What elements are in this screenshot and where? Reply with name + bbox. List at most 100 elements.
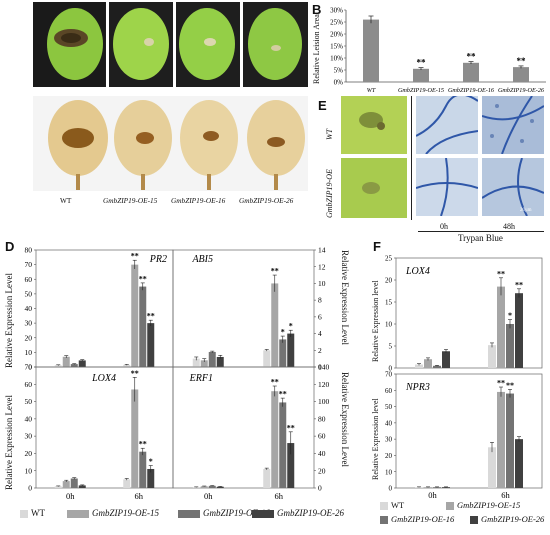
tick-label: 8 bbox=[318, 296, 322, 305]
tick-label: 6 bbox=[318, 312, 322, 321]
e-row-label-oe: GmbZIP19-OE bbox=[325, 169, 334, 218]
bar-d-abi5 bbox=[279, 339, 287, 367]
significance-mark: ** bbox=[147, 312, 155, 321]
e-oe-leaf-photo bbox=[341, 158, 407, 218]
b-category-label: GmbZIP19-OE-15 bbox=[398, 87, 444, 94]
tick-label: 20 bbox=[385, 277, 393, 285]
tick-label: 30 bbox=[25, 432, 33, 441]
b-tick-label: 5% bbox=[334, 67, 344, 75]
b-tick-label: 30% bbox=[330, 7, 343, 15]
category-label: 6h bbox=[275, 491, 284, 501]
b-tick-label: 15% bbox=[330, 43, 343, 51]
panel-a-leaves-photo bbox=[33, 2, 308, 87]
plot-frame bbox=[395, 257, 543, 369]
bar-f-lox4 bbox=[424, 359, 432, 368]
bar-f-npr3 bbox=[415, 487, 423, 488]
bar-d-abi5 bbox=[263, 350, 271, 367]
legend-d-label-wt: WT bbox=[31, 508, 45, 518]
bar-d-pr2 bbox=[62, 356, 70, 367]
significance-mark: ** bbox=[497, 269, 505, 278]
bar-d-pr2 bbox=[70, 364, 78, 367]
bar-f-npr3 bbox=[488, 447, 496, 488]
bar-d-erf1 bbox=[271, 391, 279, 488]
legend-f: WT GmbZIP19-OE-15 GmbZIP19-OE-16 GmbZIP1… bbox=[378, 500, 550, 534]
c-caption-oe26: GmbZIP19-OE-26 bbox=[239, 196, 294, 205]
e-col-label-0h: 0h bbox=[440, 222, 448, 231]
bar-d-lox4 bbox=[78, 485, 86, 488]
tick-label: 120 bbox=[318, 380, 330, 389]
panel-e-letter: E bbox=[318, 98, 327, 113]
tick-label: 20 bbox=[25, 449, 33, 458]
e-trypan-blue-label: Trypan Blue bbox=[458, 233, 503, 243]
tick-label: 4 bbox=[318, 329, 322, 338]
tick-label: 10 bbox=[318, 279, 326, 288]
bar-d-lox4 bbox=[123, 479, 131, 488]
tick-label: 0 bbox=[389, 485, 393, 493]
significance-mark: ** bbox=[271, 378, 279, 387]
tick-label: 40 bbox=[385, 419, 393, 427]
gene-label: LOX4 bbox=[91, 373, 116, 384]
legend-f-swatch-oe26 bbox=[470, 516, 478, 524]
f-y-axis-label-bottom: Relative Expression level bbox=[371, 398, 380, 480]
tick-label: 60 bbox=[318, 432, 326, 441]
gene-label: PR2 bbox=[149, 254, 167, 265]
tick-label: 70 bbox=[25, 260, 33, 269]
tick-label: 140 bbox=[318, 363, 330, 372]
bar-f-npr3 bbox=[424, 487, 432, 488]
bar-f-npr3 bbox=[433, 487, 441, 488]
tick-label: 50 bbox=[25, 289, 33, 298]
bar-f-lox4 bbox=[442, 351, 450, 368]
tick-label: 25 bbox=[385, 255, 393, 263]
e-wt-0h-stain bbox=[416, 96, 478, 154]
significance-mark: * bbox=[281, 328, 285, 337]
b-tick-label: 20% bbox=[330, 31, 343, 39]
category-label: 0h bbox=[428, 490, 437, 500]
tick-label: 50 bbox=[25, 397, 33, 406]
legend-d-swatch-oe16 bbox=[178, 510, 200, 518]
b-significance: ** bbox=[417, 58, 427, 68]
significance-mark: ** bbox=[271, 267, 279, 276]
significance-mark: ** bbox=[131, 369, 139, 378]
b-bar bbox=[463, 62, 479, 82]
bar-f-npr3 bbox=[497, 391, 505, 488]
b-category-label: GmbZIP19-OE-16 bbox=[448, 87, 495, 94]
bar-d-lox4 bbox=[139, 451, 147, 488]
tick-label: 0 bbox=[318, 363, 322, 372]
tick-label: 30 bbox=[385, 436, 393, 444]
significance-mark: ** bbox=[139, 440, 147, 449]
legend-d-label-oe26: GmbZIP19-OE-26 bbox=[277, 508, 344, 518]
tick-label: 10 bbox=[385, 321, 393, 329]
bar-d-abi5 bbox=[200, 360, 208, 367]
bar-d-erf1 bbox=[216, 486, 224, 488]
e-wt-48h-stain bbox=[482, 96, 544, 154]
tick-label: 15 bbox=[385, 299, 393, 307]
tick-label: 60 bbox=[385, 387, 393, 395]
e-scale-bar-label: 20μm bbox=[520, 208, 532, 213]
legend-d-swatch-wt bbox=[20, 510, 28, 518]
gene-label: LOX4 bbox=[405, 266, 430, 277]
bar-d-erf1 bbox=[263, 468, 271, 488]
bar-f-lox4 bbox=[433, 365, 441, 368]
c-caption-oe16: GmbZIP19-OE-16 bbox=[171, 196, 226, 205]
tick-label: 50 bbox=[385, 403, 393, 411]
category-label: 6h bbox=[501, 490, 510, 500]
significance-mark: ** bbox=[131, 252, 139, 261]
b-category-label: WT bbox=[367, 87, 376, 94]
legend-d-label-oe15: GmbZIP19-OE-15 bbox=[92, 508, 159, 518]
panel-d-letter: D bbox=[5, 239, 15, 254]
bar-d-pr2 bbox=[147, 323, 155, 367]
plot-frame bbox=[172, 366, 315, 489]
tick-label: 20 bbox=[25, 333, 33, 342]
b-bar bbox=[363, 19, 379, 82]
tick-label: 80 bbox=[25, 246, 33, 255]
d-y-axis-label-bottom: Relative Expression Level bbox=[4, 395, 14, 490]
bar-f-npr3 bbox=[442, 487, 450, 488]
bar-f-lox4 bbox=[415, 364, 423, 368]
tick-label: 80 bbox=[318, 414, 326, 423]
tick-label: 10 bbox=[385, 468, 393, 476]
tick-label: 0 bbox=[28, 363, 32, 372]
chart-d-expression: 01020304050607080******PR202468101214***… bbox=[25, 246, 330, 501]
b-significance: ** bbox=[467, 52, 477, 62]
e-oe-48h-stain bbox=[482, 158, 544, 216]
e-col-label-48h: 48h bbox=[503, 222, 515, 231]
